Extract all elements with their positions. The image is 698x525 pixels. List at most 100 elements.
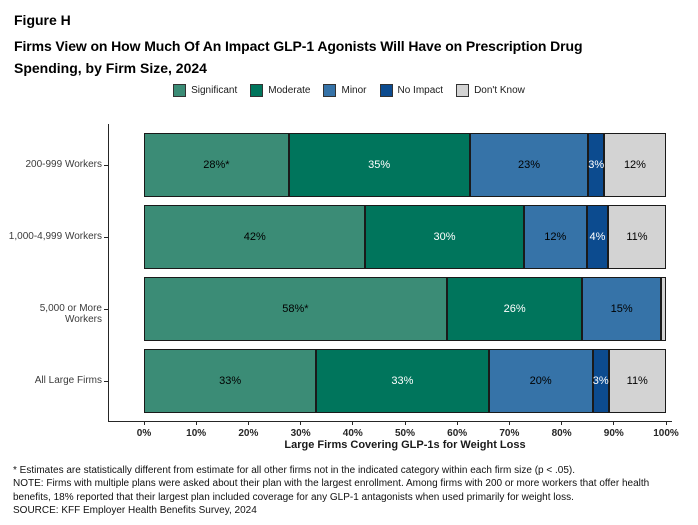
chart-legend: Significant Moderate Minor No Impact Don't K… (0, 84, 698, 97)
footnote-asterisk: * Estimates are statistically different … (13, 465, 575, 476)
segment-don-t-know: 11% (608, 349, 666, 413)
legend-label: Significant (191, 85, 238, 96)
x-axis-title: Large Firms Covering GLP-1s for Weight L… (284, 439, 526, 451)
chart-title-line2: Spending, by Firm Size, 2024 (14, 60, 207, 76)
x-tick-mark (404, 421, 406, 425)
bar-row-2: 58%* 26% 15% (144, 277, 666, 341)
segment-significant: 58%* (144, 277, 447, 341)
legend-label: No Impact (397, 85, 444, 96)
segment-value-label: 15% (610, 303, 633, 315)
x-tick-label: 80% (551, 428, 572, 439)
segment-significant: 33% (144, 349, 317, 413)
x-tick-mark (247, 421, 249, 425)
x-tick-label: 10% (186, 428, 207, 439)
segment-value-label: 12% (544, 231, 567, 243)
legend-swatch (250, 84, 264, 97)
segment-value-label: 3% (592, 375, 609, 387)
segment-don-t-know: 12% (603, 133, 666, 197)
segment-significant: 42% (144, 205, 366, 269)
legend-swatch (379, 84, 393, 97)
x-tick-mark (613, 421, 615, 425)
stacked-bars: 28%* 35% 23% 3% 12% 42% 30% 12% 4% 11% 58%* 26% 15% 3… (144, 133, 666, 413)
x-tick-label: 60% (447, 428, 468, 439)
y-axis-ticks (104, 133, 108, 413)
footnote-source: SOURCE: KFF Employer Health Benefits Sur… (13, 505, 257, 517)
x-tick-mark (143, 421, 145, 425)
segment-value-label: 20% (529, 375, 552, 387)
y-axis-labels: 200-999 Workers 1,000-4,999 Workers 5,000 … (0, 133, 102, 413)
y-category-label: 1,000-4,999 Workers (8, 231, 102, 242)
legend-swatch (456, 84, 470, 97)
segment-value-label: 3% (588, 159, 605, 171)
y-tick-mark (104, 165, 108, 166)
chart-title-line1: Firms View on How Much Of An Impact GLP-… (14, 38, 583, 54)
segment-value-label: 12% (623, 159, 646, 171)
footnotes: * Estimates are statistically different … (13, 464, 687, 518)
segment-value-label: 11% (626, 375, 648, 387)
y-category-label: 200-999 Workers (25, 159, 102, 170)
x-tick-mark (508, 421, 510, 425)
x-tick-label: 0% (136, 428, 152, 439)
segment-value-label: 33% (391, 375, 414, 387)
y-tick-mark (104, 381, 108, 382)
x-tick-label: 70% (499, 428, 520, 439)
legend-item-4: Don't Know (456, 84, 525, 97)
x-axis-line (108, 421, 672, 422)
segment-value-label: 35% (368, 159, 391, 171)
segment-don-t-know: 11% (607, 205, 666, 269)
legend-item-0: Significant (173, 84, 237, 97)
legend-label: Don't Know (474, 85, 525, 96)
segment-value-label: 11% (626, 231, 648, 243)
segment-minor: 15% (582, 277, 661, 341)
bar-row-0: 28%* 35% 23% 3% 12% (144, 133, 666, 197)
x-axis-ticks: 0% 10% 20% 30% 40% 50% 60% 70% 80% 90% 100% (137, 421, 679, 451)
legend-swatch (323, 84, 337, 97)
y-category-label: All Large Firms (34, 375, 102, 386)
y-tick-mark (104, 237, 108, 238)
x-tick-mark (665, 421, 667, 425)
bar-row-3: 33% 33% 20% 3% 11% (144, 349, 666, 413)
segment-moderate: 33% (316, 349, 489, 413)
y-axis-line (108, 124, 109, 422)
x-tick-mark (195, 421, 197, 425)
segment-minor: 20% (488, 349, 593, 413)
x-tick-mark (300, 421, 302, 425)
segment-value-label: 30% (433, 231, 456, 243)
x-tick-mark (561, 421, 563, 425)
legend-swatch (173, 84, 187, 97)
segment-significant: 28%* (144, 133, 289, 197)
legend-item-2: Minor (323, 84, 367, 97)
x-tick-mark (352, 421, 354, 425)
segment-don-t-know (660, 277, 666, 341)
segment-value-label: 42% (243, 231, 266, 243)
x-tick-label: 40% (342, 428, 363, 439)
legend-item-1: Moderate (250, 84, 310, 97)
segment-value-label: 28%* (203, 159, 230, 171)
segment-no-impact: 3% (588, 133, 604, 197)
footnote-note: NOTE: Firms with multiple plans were ask… (13, 478, 650, 503)
legend-label: Minor (341, 85, 367, 96)
x-tick-label: 90% (603, 428, 624, 439)
bar-row-1: 42% 30% 12% 4% 11% (144, 205, 666, 269)
segment-moderate: 30% (365, 205, 524, 269)
segment-moderate: 26% (446, 277, 583, 341)
x-tick-mark (456, 421, 458, 425)
segment-minor: 23% (469, 133, 589, 197)
x-tick-label: 20% (238, 428, 259, 439)
x-tick-label: 100% (653, 428, 679, 439)
y-category-label: 5,000 or More Workers (39, 303, 102, 325)
segment-no-impact: 4% (586, 205, 608, 269)
segment-value-label: 26% (503, 303, 526, 315)
legend-label: Moderate (268, 85, 311, 96)
x-tick-label: 30% (290, 428, 311, 439)
segment-minor: 12% (523, 205, 587, 269)
segment-value-label: 4% (589, 231, 606, 243)
segment-value-label: 58%* (282, 303, 309, 315)
x-tick-label: 50% (394, 428, 415, 439)
segment-value-label: 23% (518, 159, 541, 171)
y-tick-mark (104, 309, 108, 310)
legend-item-3: No Impact (379, 84, 444, 97)
figure-label: Figure H (14, 12, 71, 28)
segment-no-impact: 3% (593, 349, 609, 413)
